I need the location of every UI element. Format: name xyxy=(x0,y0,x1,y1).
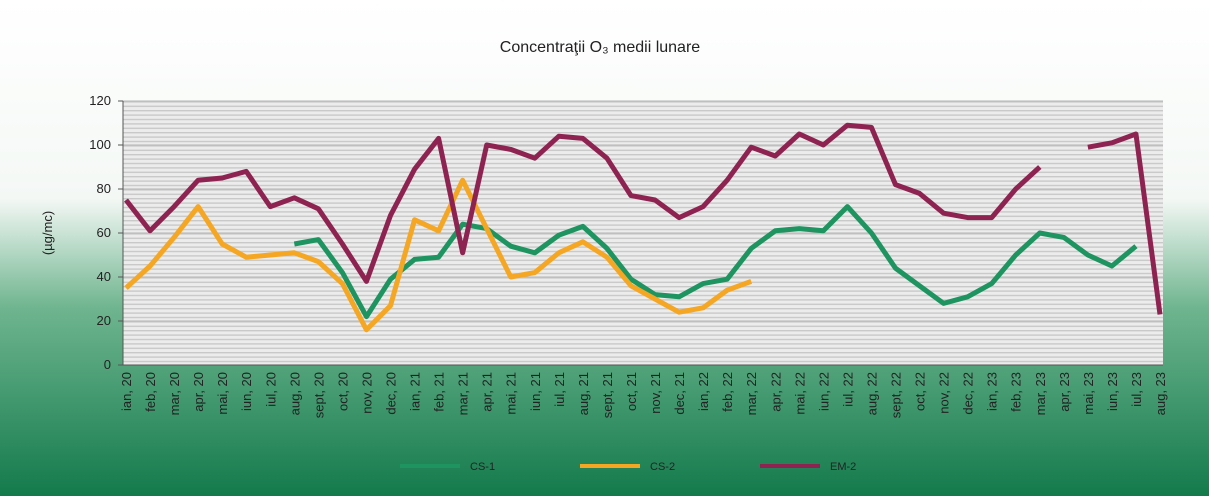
x-tick-label: feb, 22 xyxy=(720,372,735,412)
chart-title: Concentraţii O₃ medii lunare xyxy=(500,39,700,56)
x-tick-label: apr, 21 xyxy=(480,372,495,412)
x-tick-label: iul, 23 xyxy=(1129,372,1144,407)
y-axis-label: (µg/mc) xyxy=(40,211,55,255)
x-tick-label: iun, 20 xyxy=(239,372,254,411)
x-tick-label: ian, 23 xyxy=(985,372,1000,411)
series-line xyxy=(124,177,753,333)
legend-label: CS-2 xyxy=(650,461,675,473)
x-tick-label: sept, 20 xyxy=(311,372,326,418)
x-tick-label: aug, 21 xyxy=(576,372,591,415)
legend-label: CS-1 xyxy=(470,461,495,473)
x-tick-label: oct, 21 xyxy=(624,372,639,411)
x-tick-label: ian, 21 xyxy=(408,372,423,411)
x-tick-label: feb, 23 xyxy=(1009,372,1024,412)
y-tick-label: 20 xyxy=(97,313,111,328)
y-tick-label: 40 xyxy=(97,269,111,284)
x-tick-label: apr, 23 xyxy=(1057,372,1072,412)
x-tick-label: feb, 20 xyxy=(143,372,158,412)
x-tick-label: nov, 22 xyxy=(937,372,952,414)
y-tick-label: 100 xyxy=(89,137,111,152)
x-tick-label: apr, 20 xyxy=(191,372,206,412)
x-tick-label: mai, 20 xyxy=(215,372,230,415)
x-tick-label: aug, 22 xyxy=(864,372,879,415)
legend-label: EM-2 xyxy=(830,461,856,473)
x-tick-label: ian, 20 xyxy=(119,372,134,411)
x-tick-label: ian, 22 xyxy=(696,372,711,411)
x-tick-label: iun, 22 xyxy=(816,372,831,411)
x-tick-label: iul, 20 xyxy=(263,372,278,407)
x-tick-label: iul, 21 xyxy=(552,372,567,407)
y-tick-label: 60 xyxy=(97,225,111,240)
x-tick-label: apr, 22 xyxy=(768,372,783,412)
x-tick-label: oct, 20 xyxy=(335,372,350,411)
y-tick-label: 0 xyxy=(104,357,111,372)
x-tick-label: aug, 20 xyxy=(287,372,302,415)
x-tick-label: dec, 21 xyxy=(672,372,687,415)
x-tick-label: mar, 23 xyxy=(1033,372,1048,415)
x-tick-label: iun, 21 xyxy=(528,372,543,411)
x-tick-label: mai, 22 xyxy=(792,372,807,415)
x-tick-label: nov, 21 xyxy=(648,372,663,414)
series-line xyxy=(293,204,1138,320)
x-tick-label: nov, 20 xyxy=(359,372,374,414)
y-tick-label: 80 xyxy=(97,181,111,196)
x-tick-label: feb, 21 xyxy=(432,372,447,412)
x-tick-label: mar, 22 xyxy=(744,372,759,415)
x-tick-label: sept, 22 xyxy=(888,372,903,418)
x-tick-label: iun, 23 xyxy=(1105,372,1120,411)
x-tick-label: mai, 23 xyxy=(1081,372,1096,415)
x-tick-label: mai, 21 xyxy=(504,372,519,415)
x-tick-label: oct, 22 xyxy=(913,372,928,411)
x-tick-label: iul, 22 xyxy=(840,372,855,407)
y-tick-label: 120 xyxy=(89,93,111,108)
x-tick-label: aug, 23 xyxy=(1153,372,1168,415)
x-tick-label: sept, 21 xyxy=(600,372,615,418)
x-tick-label: dec, 22 xyxy=(961,372,976,415)
x-tick-label: dec, 20 xyxy=(384,372,399,415)
series-line xyxy=(124,122,1163,315)
x-tick-label: mar, 20 xyxy=(167,372,182,415)
x-tick-label: mar, 21 xyxy=(456,372,471,415)
